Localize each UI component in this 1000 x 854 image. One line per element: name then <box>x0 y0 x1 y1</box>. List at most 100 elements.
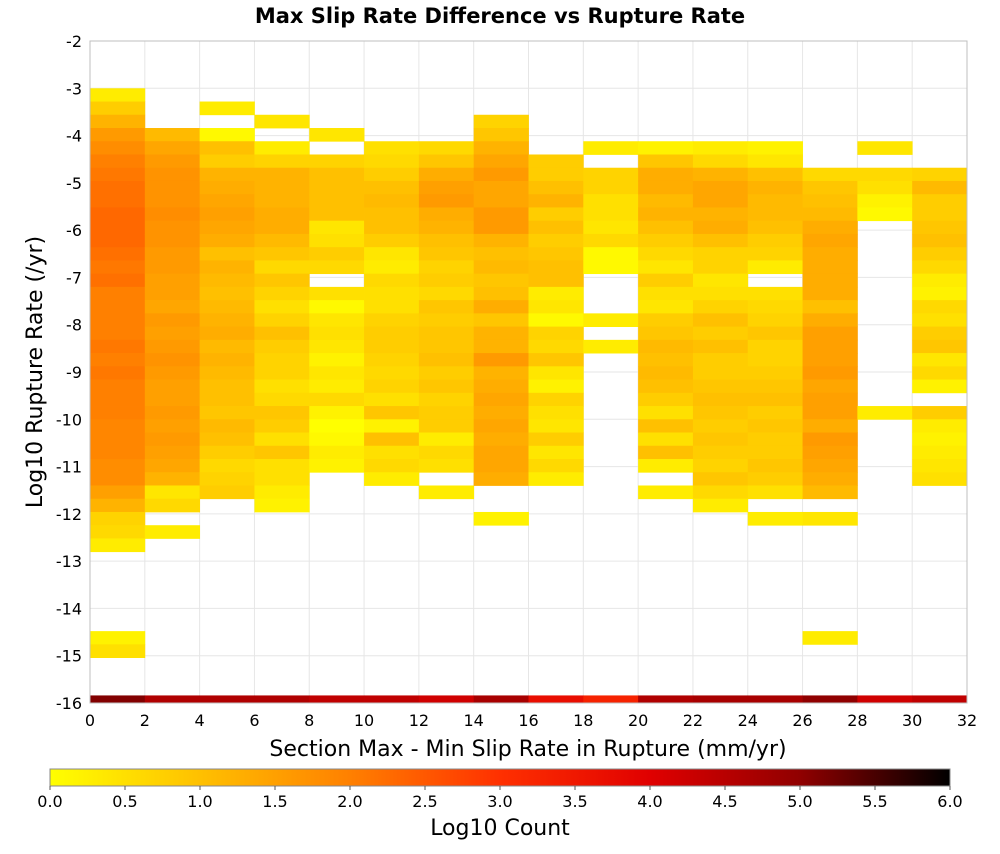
heatmap-cell <box>692 485 749 500</box>
heatmap-cell <box>473 247 529 261</box>
heatmap-cell <box>364 326 420 341</box>
x-tick-label: 20 <box>628 711 648 730</box>
heatmap-cell <box>309 379 365 394</box>
heatmap-cell <box>528 419 584 433</box>
heatmap-cell <box>418 273 475 288</box>
heatmap-cell <box>418 141 475 155</box>
heatmap-cell <box>473 114 529 129</box>
heatmap-cell <box>747 339 803 354</box>
heatmap-cell <box>90 538 146 553</box>
y-tick-label: -6 <box>66 221 82 240</box>
heatmap-cell <box>528 273 584 288</box>
heatmap-cell <box>254 392 310 407</box>
heatmap-cell <box>199 128 255 142</box>
heatmap-cell <box>254 154 310 169</box>
heatmap-cell <box>692 194 749 208</box>
heatmap-cell <box>90 406 146 420</box>
heatmap-cell <box>144 353 201 367</box>
heatmap-cell <box>638 154 694 169</box>
heatmap-cell <box>90 180 146 195</box>
heatmap-cell <box>199 366 255 380</box>
heatmap-cell <box>364 247 420 261</box>
heatmap-cell <box>692 445 749 460</box>
heatmap-cell <box>418 432 475 447</box>
heatmap-cell <box>912 194 968 208</box>
heatmap-cell <box>364 167 420 182</box>
heatmap-cell <box>638 220 694 235</box>
heatmap-cell <box>473 392 529 407</box>
heatmap-cell <box>254 485 310 500</box>
heatmap-cell <box>199 101 255 116</box>
heatmap-cell <box>364 432 420 447</box>
heatmap-cell <box>254 366 310 380</box>
heatmap-cell <box>364 419 420 433</box>
y-tick-label: -5 <box>66 174 82 193</box>
heatmap-cell <box>747 326 803 341</box>
heatmap-cell <box>528 180 584 195</box>
heatmap-cell <box>90 273 146 288</box>
heatmap-cell <box>473 432 529 447</box>
heatmap-cell <box>802 207 858 222</box>
heatmap-cell <box>528 392 584 407</box>
heatmap-cell <box>90 88 146 102</box>
heatmap-cell <box>418 459 475 473</box>
colorbar-tick-label: 3.5 <box>562 792 587 811</box>
heatmap-cell <box>747 313 803 328</box>
heatmap-cell <box>692 207 749 222</box>
heatmap-cell <box>90 485 146 500</box>
heatmap-cell <box>692 353 749 367</box>
plot-area-border <box>89 40 968 704</box>
heatmap-cell <box>912 260 968 275</box>
heatmap-cell <box>254 180 310 195</box>
heatmap-cell <box>309 445 365 460</box>
heatmap-cell <box>912 167 968 182</box>
heatmap-cell <box>528 167 584 182</box>
heatmap-cell <box>692 220 749 235</box>
heatmap-cell <box>90 141 146 155</box>
heatmap-cell <box>583 180 639 195</box>
heatmap-cell <box>90 220 146 235</box>
y-tick-label: -12 <box>56 505 82 524</box>
heatmap-cell <box>199 459 255 473</box>
heatmap-cell <box>692 273 749 288</box>
heatmap-cell <box>747 432 803 447</box>
heatmap-cell <box>528 695 584 703</box>
heatmap-cell <box>528 379 584 394</box>
heatmap-cell <box>638 247 694 261</box>
heatmap-cell <box>692 154 749 169</box>
heatmap-cell <box>199 406 255 420</box>
heatmap-cell <box>583 247 639 261</box>
heatmap-cell <box>747 207 803 222</box>
heatmap-cell <box>199 220 255 235</box>
heatmap-cell <box>309 313 365 328</box>
heatmap-cell <box>199 273 255 288</box>
heatmap-cell <box>364 472 420 486</box>
heatmap-cell <box>638 445 694 460</box>
heatmap-cell <box>90 644 146 659</box>
y-tick-label: -9 <box>66 363 82 382</box>
heatmap-cell <box>90 459 146 473</box>
heatmap-cell <box>309 220 365 235</box>
heatmap-cell <box>473 273 529 288</box>
heatmap-cell <box>638 326 694 341</box>
heatmap-cell <box>418 180 475 195</box>
heatmap-cell <box>418 220 475 235</box>
heatmap-cell <box>418 406 475 420</box>
heatmap-cell <box>747 260 803 275</box>
heatmap-cell <box>309 180 365 195</box>
x-tick-label: 28 <box>847 711 867 730</box>
heatmap-cell <box>912 445 968 460</box>
colorbar-tick-label: 4.0 <box>637 792 662 811</box>
heatmap-cell <box>144 406 201 420</box>
y-tick-label: -3 <box>66 79 82 98</box>
heatmap-cell <box>528 220 584 235</box>
heatmap-cell <box>418 207 475 222</box>
heatmap-cell <box>692 392 749 407</box>
heatmap-cell <box>692 406 749 420</box>
heatmap-cell <box>473 233 529 248</box>
heatmap-cell <box>912 326 968 341</box>
heatmap-cell <box>90 260 146 275</box>
heatmap-cell <box>638 339 694 354</box>
heatmap-cell <box>802 695 858 703</box>
